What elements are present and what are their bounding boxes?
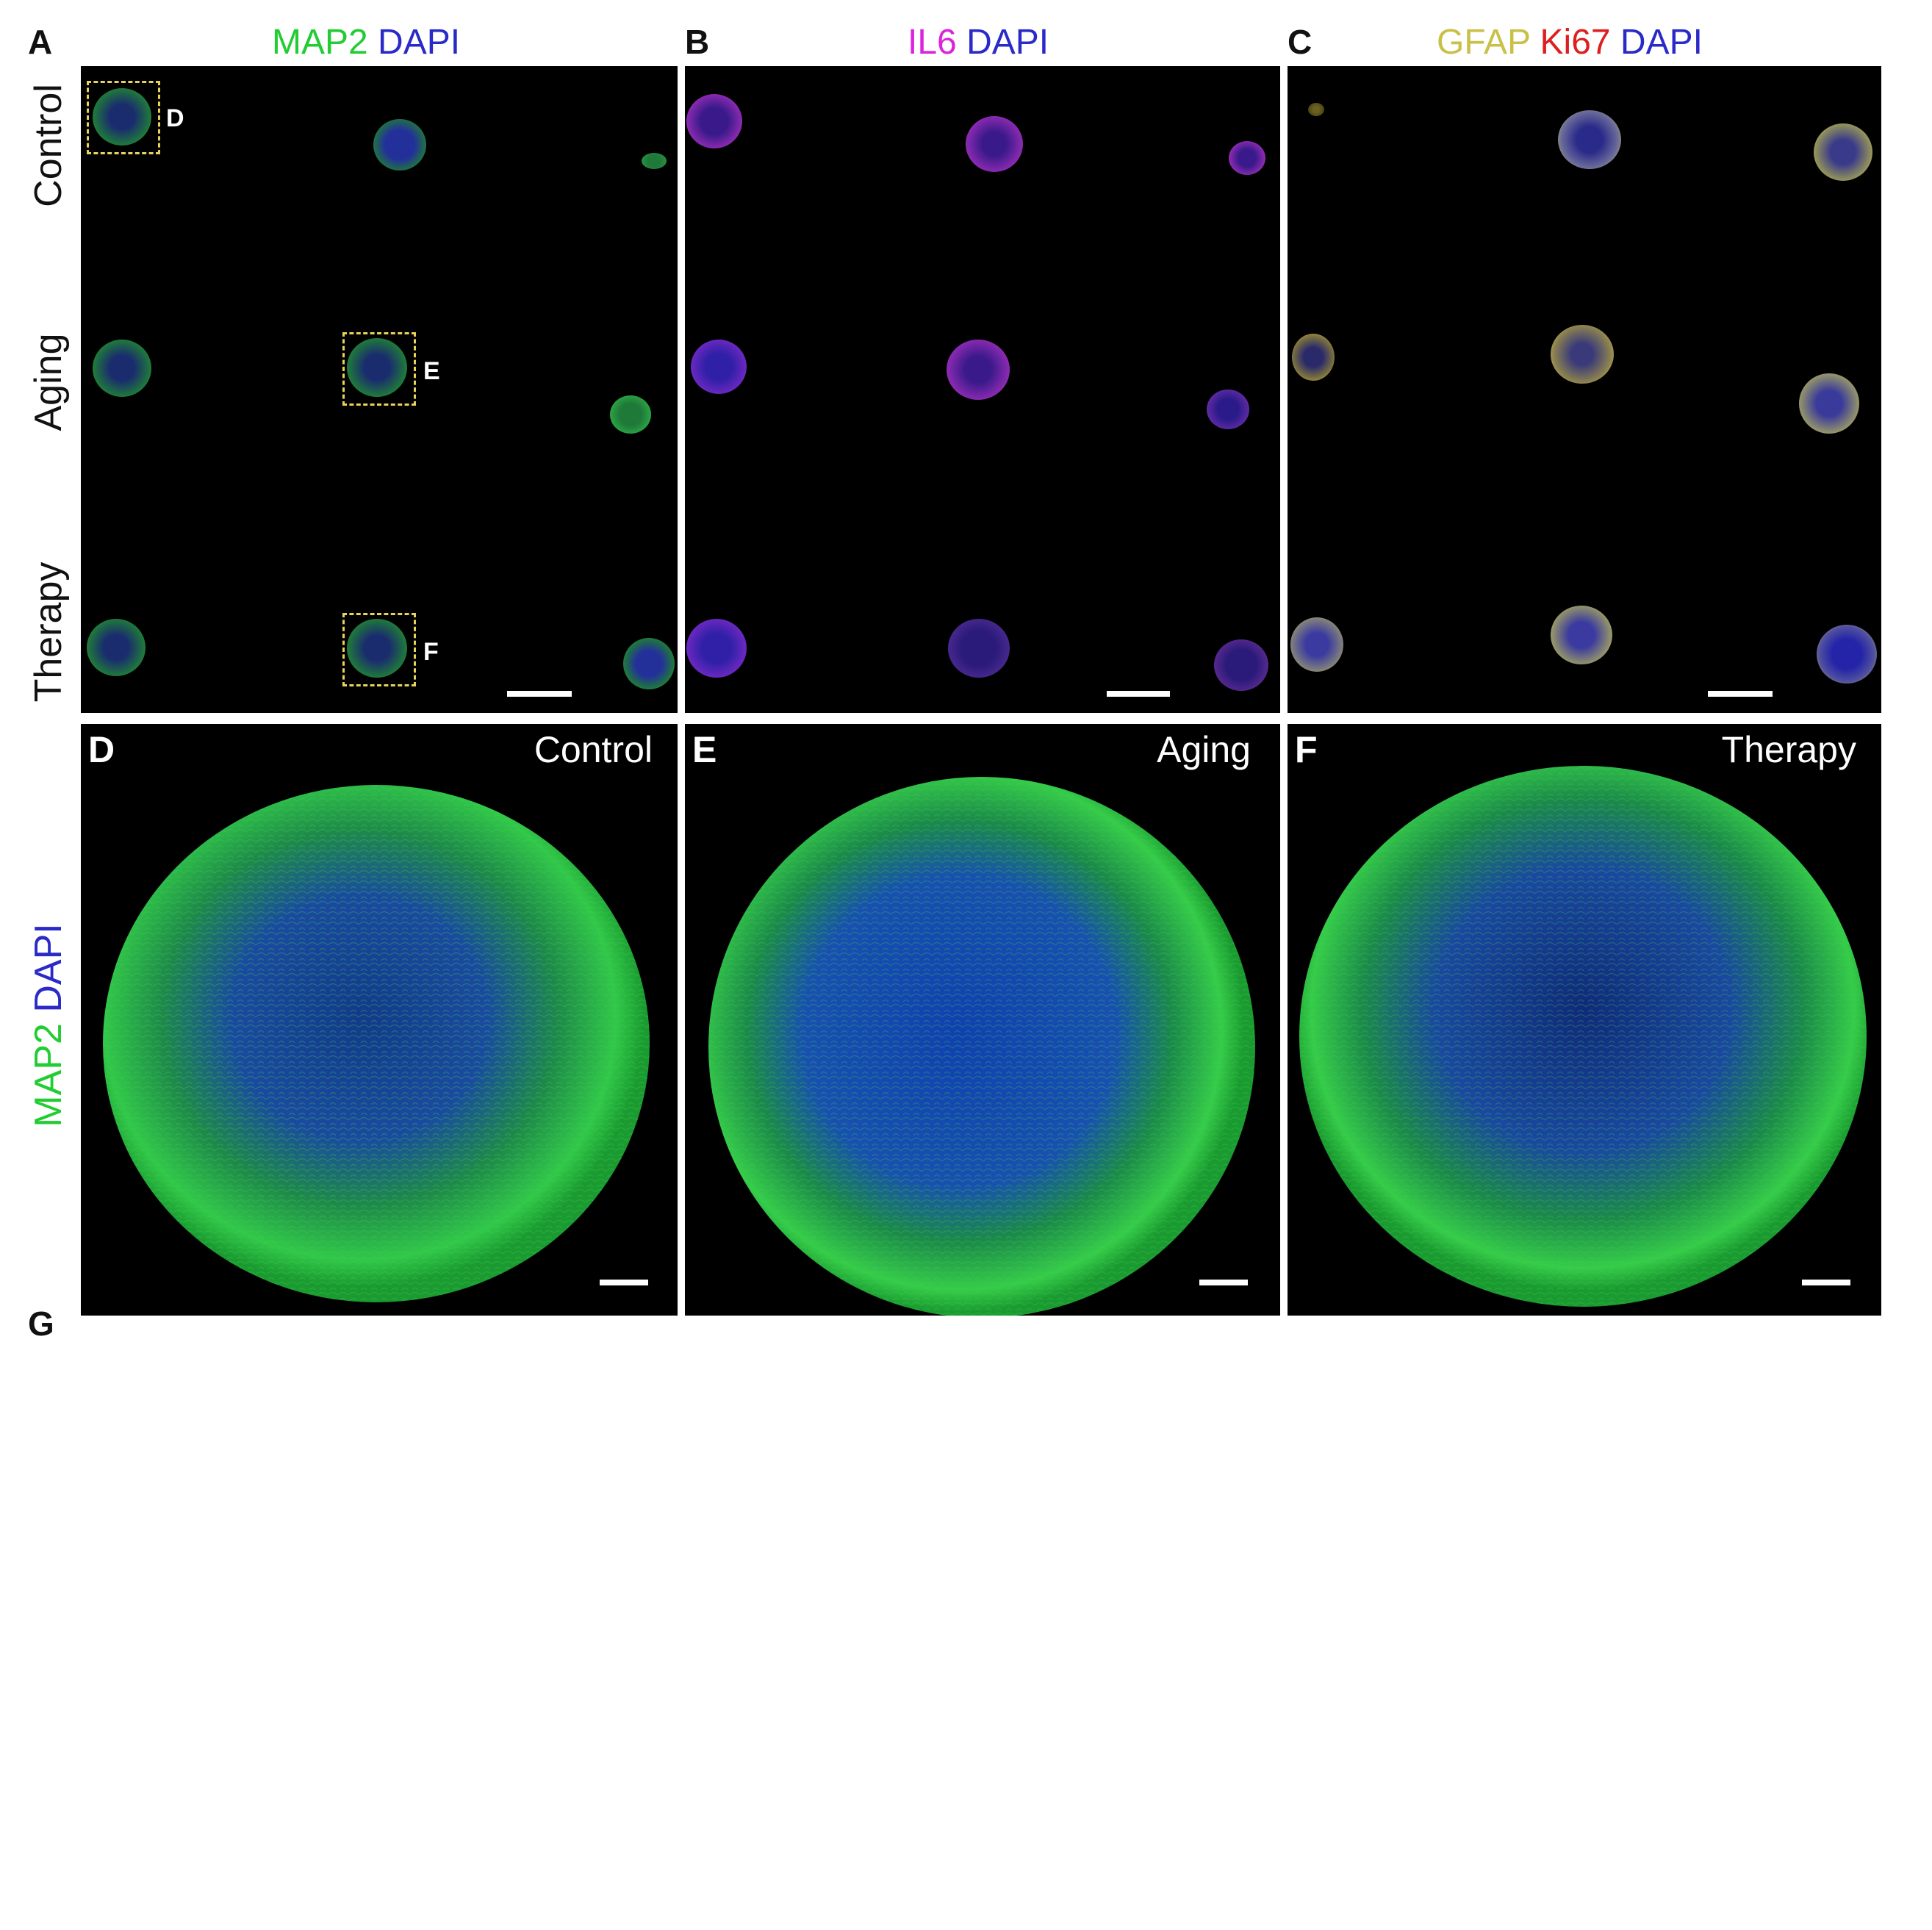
title-a-part-1: DAPI [367,23,461,62]
panel-f-image: F Therapy [1288,724,1881,1316]
panel-b-title: IL6 DAPI [908,22,1049,62]
organoid [1551,606,1612,664]
organoid [347,619,407,678]
inset-box-e [342,332,416,406]
inset-label-f: F [423,638,439,666]
scale-bar [1107,691,1170,697]
scale-bar [1708,691,1773,697]
organoid [948,619,1010,678]
organoid [1799,373,1859,434]
organoid [1551,325,1614,384]
panel-label-a: A [28,23,53,61]
scale-bar [507,691,572,697]
organoid [1290,617,1343,672]
organoid [623,638,675,689]
panel-d-group-label: Control [534,729,653,770]
organoid [87,619,146,676]
organoid [691,340,747,394]
organoid-zoom-aging [708,777,1255,1316]
panel-b-image [685,66,1280,713]
organoid [93,340,151,397]
organoid [686,619,747,678]
scale-bar [600,1280,648,1285]
organoid [1207,390,1249,429]
organoid [1558,110,1621,169]
row-label-aging: Aging [27,333,70,431]
side-label-part-1: DAPI [27,923,70,1024]
organoid [1308,103,1324,116]
inset-box-f [342,613,416,686]
title-b-part-1: DAPI [956,23,1049,62]
organoid [1814,123,1872,181]
bar-chart: MAP2GFAPSOX2p16p53IL6TUNEL020406080Ratio… [0,1323,1932,1930]
organoid-zoom-therapy [1299,766,1867,1307]
organoid [1229,141,1265,175]
organoid [610,395,651,434]
side-label-map2-dapi: MAP2 DAPI [26,923,71,1127]
title-c-part-0: GFAP [1437,23,1531,62]
organoid [642,153,667,169]
panel-f-group-label: Therapy [1721,729,1856,770]
side-label-part-0: MAP2 [27,1023,70,1127]
panel-label-f: F [1295,729,1318,770]
panel-c-title: GFAP Ki67 DAPI [1437,22,1703,62]
organoid [1214,639,1268,691]
organoid [1817,625,1877,684]
title-b-part-0: IL6 [908,23,957,62]
panel-label-d: D [88,729,115,770]
row-label-control: Control [27,84,70,207]
panel-e-group-label: Aging [1157,729,1251,770]
panel-label-g: G [28,1305,54,1343]
panel-label-e: E [692,729,717,770]
title-c-part-2: DAPI [1610,23,1703,62]
organoid [686,94,742,148]
title-a-part-0: MAP2 [272,23,368,62]
scale-bar [1199,1280,1248,1285]
panel-label-b: B [685,23,710,61]
organoid [966,116,1023,172]
inset-box-d [87,81,160,154]
inset-label-e: E [423,357,440,385]
row-label-therapy: Therapy [27,562,70,703]
panel-d-image: D Control [81,724,678,1316]
organoid [373,119,426,171]
panel-label-c: C [1288,23,1312,61]
panel-a-image: D E F [81,66,678,713]
title-c-part-1: Ki67 [1530,23,1611,62]
organoid [93,88,151,146]
panel-a-title: MAP2 DAPI [272,22,460,62]
organoid-zoom-control [103,785,650,1302]
inset-label-d: D [166,104,184,132]
panel-c-image [1288,66,1881,713]
panel-e-image: E Aging [685,724,1280,1316]
organoid [1292,334,1335,381]
scale-bar [1802,1280,1850,1285]
organoid [947,340,1010,400]
organoid [347,338,407,397]
